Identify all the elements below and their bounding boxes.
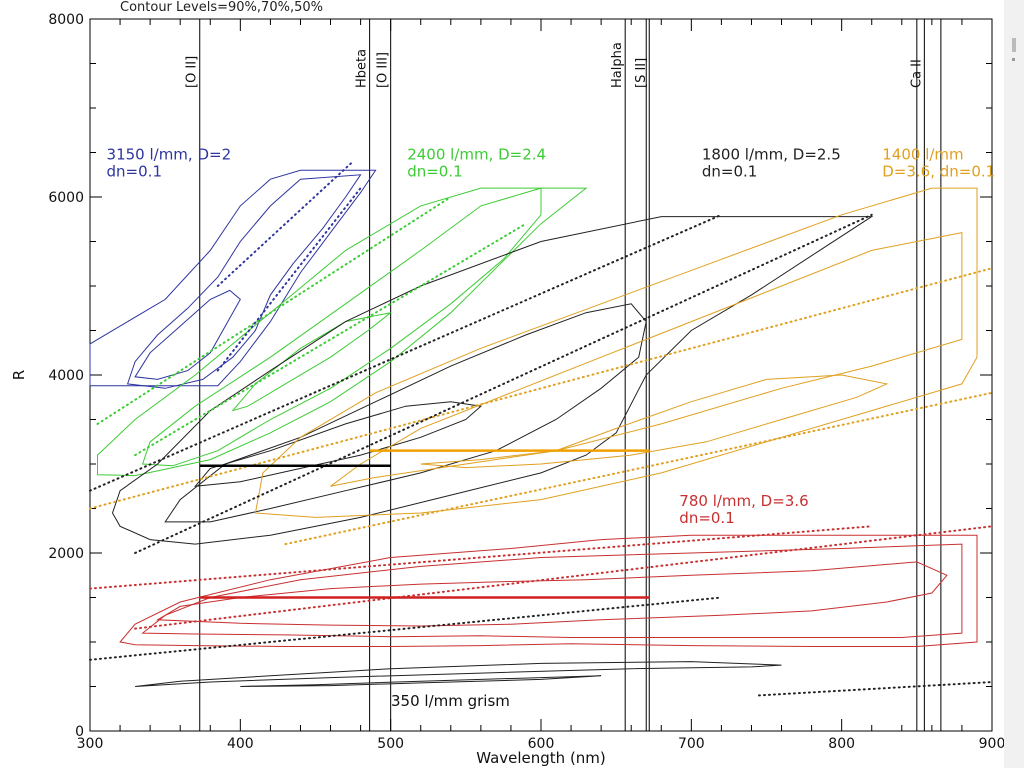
ridge-line — [284, 391, 993, 546]
series-label: 2400 l/mm, D=2.4 — [407, 146, 546, 164]
contour-line — [134, 289, 241, 380]
chart-title: Contour Levels=90%,70%,50% — [120, 0, 323, 15]
series-label: 3150 l/mm, D=2 — [107, 146, 232, 164]
contour-line — [126, 174, 362, 389]
series-label: dn=0.1 — [702, 163, 757, 181]
ridge-line — [89, 596, 723, 661]
contour-line — [141, 543, 963, 638]
contour-line — [89, 169, 377, 387]
emission-line-label: [O II] — [185, 56, 200, 88]
y-tick-label: 8000 — [48, 12, 84, 28]
emission-line-label: [O III] — [376, 52, 391, 88]
x-tick-label: 600 — [528, 736, 555, 752]
y-axis-label: R — [10, 370, 28, 380]
contour-line — [97, 187, 588, 477]
contour-line — [135, 661, 782, 687]
contour-line — [119, 534, 978, 647]
contour-line — [254, 187, 978, 518]
scrollbar-strip — [1004, 0, 1024, 768]
series-label: dn=0.1 — [107, 163, 162, 181]
contour-line — [420, 374, 889, 469]
ridge-line — [89, 267, 993, 510]
series-label: 1800 l/mm, D=2.5 — [702, 146, 841, 164]
x-tick-label: 400 — [227, 736, 254, 752]
emission-line-label: [S II] — [634, 58, 649, 88]
contour-line — [194, 401, 483, 487]
contour-line — [111, 216, 874, 545]
x-tick-label: 700 — [678, 736, 705, 752]
x-tick-label: 500 — [377, 736, 404, 752]
plot-frame — [89, 18, 993, 732]
ridge-line — [134, 525, 993, 630]
ridge-line — [216, 187, 362, 372]
series-label: D=3.6, dn=0.1 — [882, 163, 995, 181]
emission-line-label: Ca II — [909, 59, 924, 88]
ridge-line — [134, 222, 527, 457]
x-axis-label: Wavelength (nm) — [476, 749, 606, 767]
contour-line — [240, 675, 602, 687]
x-tick-label: 900 — [979, 736, 1004, 752]
emission-line-label: Halpha — [610, 42, 625, 88]
series-label: 780 l/mm, D=3.6 — [679, 492, 808, 510]
y-tick-label: 6000 — [48, 190, 84, 206]
ridge-line — [96, 196, 452, 425]
series-label: dn=0.1 — [679, 509, 734, 527]
ridge-line — [216, 160, 355, 287]
contour-line — [141, 187, 542, 467]
emission-line-label: Hbeta — [355, 49, 370, 88]
y-tick-label: 4000 — [48, 368, 84, 384]
contour-chart: Contour Levels=90%,70%,50% 300 400 500 600 70… — [10, 0, 1005, 767]
grism-annotation: 350 l/mm grism — [391, 692, 510, 710]
ridge-line — [89, 213, 723, 492]
contour-line — [164, 303, 647, 523]
contour-line — [155, 561, 948, 627]
x-tick-label: 300 — [77, 736, 104, 752]
series-label: dn=0.1 — [407, 163, 462, 181]
series-label: 1400 l/mm — [882, 146, 963, 164]
ridge-line — [89, 525, 873, 590]
y-tick-label: 0 — [75, 724, 84, 740]
ridge-line — [757, 681, 993, 697]
ridge-line — [134, 213, 873, 554]
y-tick-label: 2000 — [48, 546, 84, 562]
x-tick-label: 800 — [828, 736, 855, 752]
